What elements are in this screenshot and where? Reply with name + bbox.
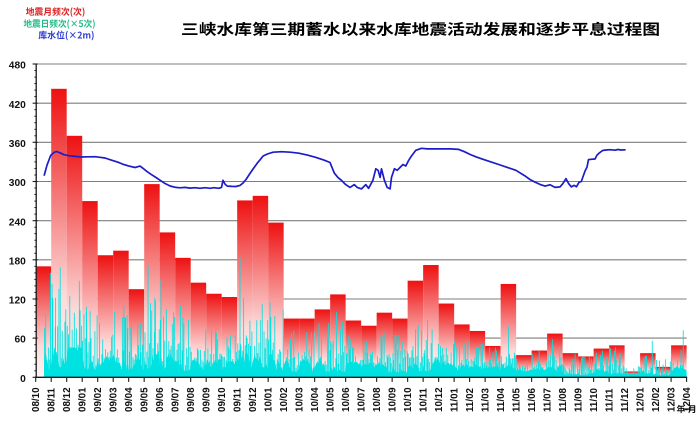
svg-text:08/10: 08/10 — [31, 387, 42, 412]
svg-text:11/10: 11/10 — [589, 387, 600, 412]
svg-text:11/06: 11/06 — [527, 387, 538, 412]
svg-text:08/11: 08/11 — [47, 387, 58, 412]
svg-text:11/09: 11/09 — [574, 387, 585, 412]
svg-text:11/08: 11/08 — [558, 387, 569, 412]
svg-text:11/05: 11/05 — [512, 387, 523, 412]
svg-text:10/03: 10/03 — [295, 387, 306, 412]
svg-text:120: 120 — [9, 296, 26, 307]
svg-text:12/01: 12/01 — [636, 387, 647, 412]
svg-text:09/10: 09/10 — [217, 387, 228, 412]
svg-text:09/05: 09/05 — [140, 387, 151, 412]
svg-text:09/11: 09/11 — [233, 387, 244, 412]
svg-text:09/06: 09/06 — [155, 387, 166, 412]
svg-text:11/01: 11/01 — [450, 387, 461, 412]
svg-text:09/08: 09/08 — [186, 387, 197, 412]
svg-text:10/05: 10/05 — [326, 387, 337, 412]
svg-text:10/04: 10/04 — [310, 387, 321, 412]
svg-text:09/07: 09/07 — [171, 387, 182, 412]
svg-text:09/01: 09/01 — [78, 387, 89, 412]
svg-text:0: 0 — [20, 374, 26, 385]
svg-text:10/09: 10/09 — [388, 387, 399, 412]
svg-text:09/04: 09/04 — [124, 387, 135, 412]
svg-text:10/01: 10/01 — [264, 387, 275, 412]
svg-text:12/02: 12/02 — [651, 387, 662, 412]
svg-text:11/02: 11/02 — [465, 387, 476, 412]
svg-text:360: 360 — [9, 139, 26, 150]
svg-text:10/12: 10/12 — [434, 387, 445, 412]
svg-text:10/06: 10/06 — [341, 387, 352, 412]
svg-text:09/02: 09/02 — [93, 387, 104, 412]
svg-text:11/11: 11/11 — [605, 388, 616, 412]
svg-text:10/07: 10/07 — [357, 387, 368, 412]
svg-text:300: 300 — [9, 178, 26, 189]
svg-text:11/04: 11/04 — [496, 387, 507, 412]
svg-text:12/03: 12/03 — [667, 387, 678, 412]
svg-text:10/08: 10/08 — [372, 387, 383, 412]
svg-text:12/04: 12/04 — [682, 387, 693, 412]
svg-text:08/12: 08/12 — [62, 387, 73, 412]
svg-text:180: 180 — [9, 256, 26, 267]
svg-text:11/07: 11/07 — [543, 387, 554, 412]
svg-text:10/10: 10/10 — [403, 387, 414, 412]
svg-text:60: 60 — [14, 335, 26, 346]
svg-text:09/12: 09/12 — [248, 387, 259, 412]
svg-text:10/11: 10/11 — [419, 387, 430, 412]
svg-text:480: 480 — [9, 61, 26, 72]
svg-text:11/12: 11/12 — [620, 387, 631, 412]
svg-text:10/02: 10/02 — [279, 387, 290, 412]
svg-text:09/03: 09/03 — [109, 387, 120, 412]
svg-text:240: 240 — [9, 217, 26, 228]
svg-text:09/09: 09/09 — [202, 387, 213, 412]
svg-text:11/03: 11/03 — [481, 387, 492, 412]
svg-text:420: 420 — [9, 100, 26, 111]
